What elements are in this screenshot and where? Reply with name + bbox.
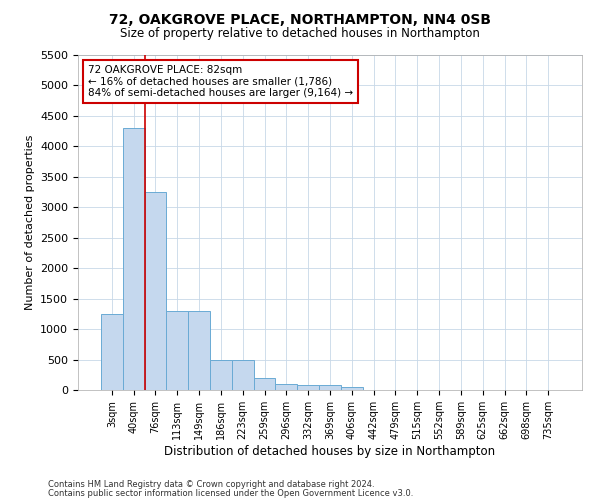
Bar [123, 128, 145, 390]
Bar [188, 311, 210, 390]
Text: Contains public sector information licensed under the Open Government Licence v3: Contains public sector information licen… [48, 488, 413, 498]
Text: Size of property relative to detached houses in Northampton: Size of property relative to detached ho… [120, 28, 480, 40]
Text: 72 OAKGROVE PLACE: 82sqm
← 16% of detached houses are smaller (1,786)
84% of sem: 72 OAKGROVE PLACE: 82sqm ← 16% of detach… [88, 65, 353, 98]
Bar [145, 192, 166, 390]
Bar [232, 360, 254, 390]
Y-axis label: Number of detached properties: Number of detached properties [25, 135, 35, 310]
Bar [275, 384, 297, 390]
Bar [341, 387, 363, 390]
X-axis label: Distribution of detached houses by size in Northampton: Distribution of detached houses by size … [164, 445, 496, 458]
Bar [210, 360, 232, 390]
Bar [166, 311, 188, 390]
Bar [254, 378, 275, 390]
Text: Contains HM Land Registry data © Crown copyright and database right 2024.: Contains HM Land Registry data © Crown c… [48, 480, 374, 489]
Bar [319, 386, 341, 390]
Bar [101, 314, 123, 390]
Text: 72, OAKGROVE PLACE, NORTHAMPTON, NN4 0SB: 72, OAKGROVE PLACE, NORTHAMPTON, NN4 0SB [109, 12, 491, 26]
Bar [297, 386, 319, 390]
